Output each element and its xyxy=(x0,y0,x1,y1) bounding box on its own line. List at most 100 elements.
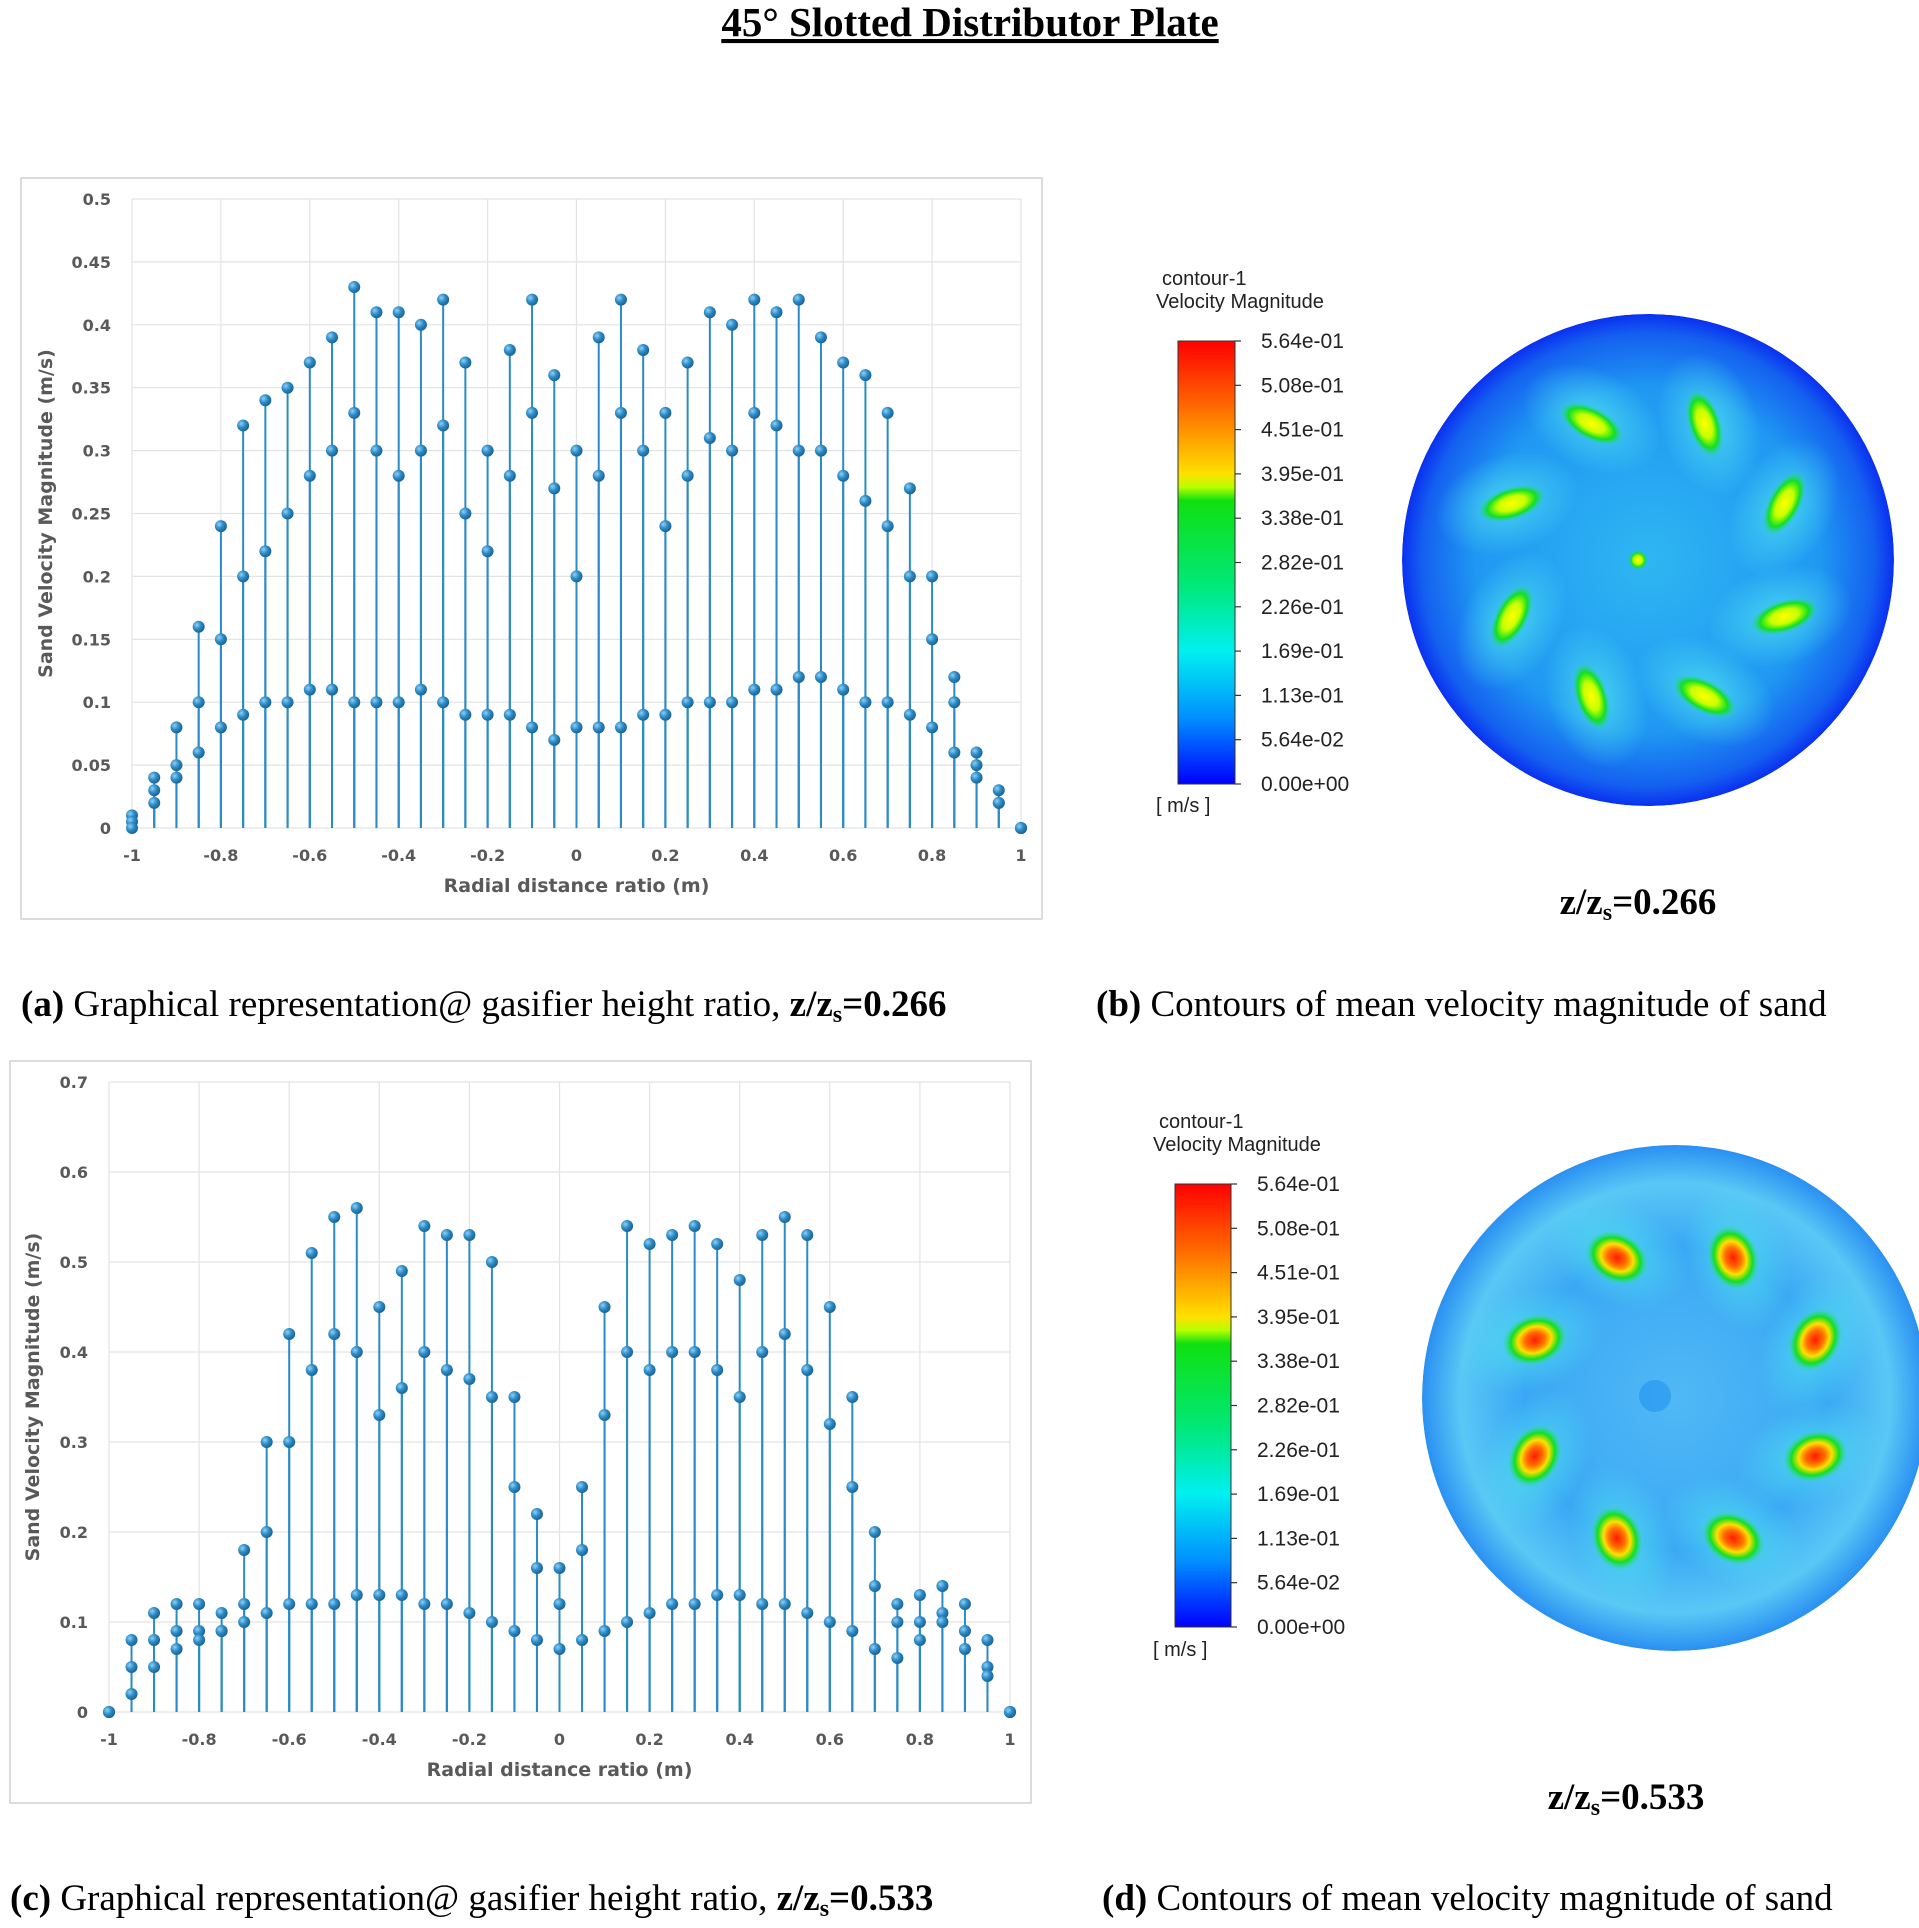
color-bar-label: 0.00e+00 xyxy=(1257,1616,1345,1639)
chart: 0 0.05 0.1 0.15 0.2 0.25 0.3 0.35 0.4 0.45 0.5 -1 -0… xyxy=(20,177,1043,920)
data-point xyxy=(681,469,694,482)
data-point xyxy=(621,1616,634,1628)
data-point xyxy=(881,696,894,709)
data-point xyxy=(281,507,294,520)
data-point xyxy=(891,1616,904,1628)
y-tick-label: 0.1 xyxy=(60,1613,88,1632)
data-point xyxy=(837,469,850,482)
contour-disc xyxy=(1422,1145,1919,1651)
data-point xyxy=(846,1391,859,1403)
x-tick-label: 0.8 xyxy=(906,1730,934,1749)
data-point xyxy=(350,1346,363,1358)
color-bar-label: 0.00e+00 xyxy=(1261,773,1349,796)
caption: (c) Graphical representation@ gasifier h… xyxy=(10,1878,933,1922)
color-bar xyxy=(1177,340,1236,785)
figure-title: 45° Slotted Distributor Plate xyxy=(721,0,1218,45)
hot-spot xyxy=(1501,1313,1569,1367)
data-point xyxy=(868,1580,881,1592)
y-tick-label: 0.2 xyxy=(60,1523,88,1542)
unit-label: [ m/s ] xyxy=(1156,795,1210,817)
data-point xyxy=(548,733,561,746)
data-point xyxy=(503,469,516,482)
data-point xyxy=(503,708,516,721)
hot-spot xyxy=(1781,1429,1849,1483)
color-bar-label: 5.64e-02 xyxy=(1257,1572,1340,1595)
data-point xyxy=(238,1544,251,1556)
data-point xyxy=(440,1229,453,1241)
data-point xyxy=(193,1634,206,1646)
data-point xyxy=(485,1256,498,1268)
data-point xyxy=(418,1346,431,1358)
chart-frame xyxy=(9,1060,1032,1804)
x-tick-label: -0.6 xyxy=(292,846,327,865)
data-point xyxy=(778,1598,791,1610)
data-point xyxy=(125,1634,138,1646)
x-tick-label: 0 xyxy=(571,846,582,865)
data-point xyxy=(837,356,850,369)
hot-spot xyxy=(1684,388,1724,459)
data-point xyxy=(259,394,272,407)
caption-text: Graphical representation@ gasifier heigh… xyxy=(64,984,790,1025)
x-tick-label: -0.4 xyxy=(381,846,416,865)
data-point xyxy=(948,671,961,684)
data-point xyxy=(395,1589,408,1601)
data-point xyxy=(459,507,472,520)
color-bar-label: 4.51e-01 xyxy=(1261,419,1344,442)
data-point xyxy=(801,1607,814,1619)
data-point xyxy=(192,696,205,709)
data-point xyxy=(373,1301,386,1313)
data-point xyxy=(148,771,161,784)
data-point xyxy=(970,759,983,772)
data-point xyxy=(328,1328,341,1340)
y-tick-label: 0.7 xyxy=(60,1073,88,1092)
data-point xyxy=(637,708,650,721)
data-point xyxy=(526,406,539,419)
color-bar xyxy=(1174,1183,1232,1628)
data-point xyxy=(643,1607,656,1619)
data-point xyxy=(992,784,1005,797)
data-point xyxy=(148,796,161,809)
data-point xyxy=(214,721,227,734)
height-label-lhs: z/z xyxy=(1548,1777,1591,1818)
data-point xyxy=(936,1607,949,1619)
data-point xyxy=(891,1598,904,1610)
data-point xyxy=(823,1616,836,1628)
data-point xyxy=(659,520,672,533)
data-point xyxy=(481,545,494,558)
data-point xyxy=(193,1598,206,1610)
data-point xyxy=(681,356,694,369)
data-point xyxy=(238,1616,251,1628)
data-point xyxy=(643,1238,656,1250)
data-point xyxy=(792,293,805,306)
caption-text: Contours of mean velocity magnitude of s… xyxy=(1147,1878,1833,1919)
data-point xyxy=(859,696,872,709)
color-bar-label: 2.82e-01 xyxy=(1261,552,1344,575)
data-point xyxy=(576,1634,589,1646)
x-tick-label: -0.2 xyxy=(452,1730,487,1749)
caption-rhs: =0.266 xyxy=(842,984,946,1025)
x-tick-label: -0.2 xyxy=(470,846,505,865)
data-point xyxy=(414,318,427,331)
data-point xyxy=(148,1634,161,1646)
color-bar-label: 3.38e-01 xyxy=(1257,1350,1340,1373)
color-bar-label: 5.08e-01 xyxy=(1257,1217,1340,1240)
x-axis-label: Radial distance ratio (m) xyxy=(427,1759,693,1781)
hot-spot xyxy=(1671,673,1738,719)
data-point xyxy=(328,1211,341,1223)
data-point xyxy=(936,1580,949,1592)
data-point xyxy=(637,444,650,457)
data-point xyxy=(756,1346,769,1358)
data-point xyxy=(283,1328,296,1340)
data-point xyxy=(214,520,227,533)
data-point xyxy=(992,796,1005,809)
data-point xyxy=(643,1364,656,1376)
data-point xyxy=(570,444,583,457)
data-point xyxy=(125,1688,138,1700)
x-tick-label: -0.8 xyxy=(182,1730,217,1749)
data-point xyxy=(981,1670,994,1682)
data-point xyxy=(548,482,561,495)
y-axis-label: Sand Velocity Magnitude (m/s) xyxy=(35,349,57,678)
data-point xyxy=(463,1373,476,1385)
hot-spot xyxy=(1706,1224,1760,1292)
data-point xyxy=(801,1229,814,1241)
